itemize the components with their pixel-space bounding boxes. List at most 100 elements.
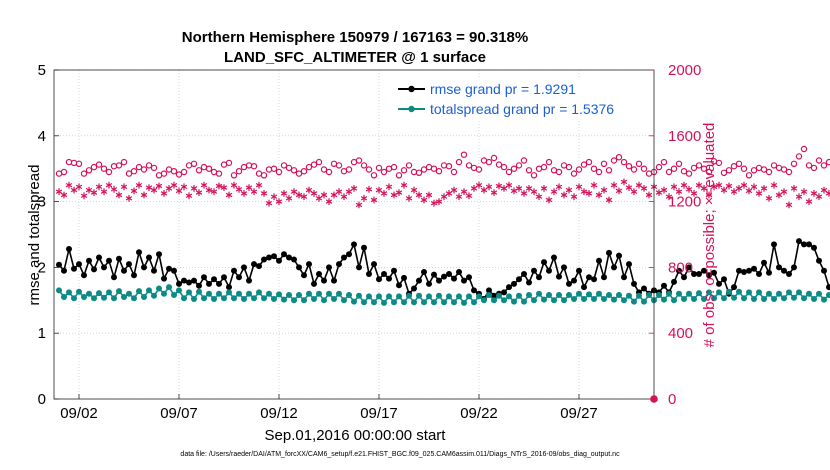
data-point bbox=[546, 292, 552, 298]
data-point bbox=[140, 191, 148, 199]
data-point bbox=[731, 294, 737, 301]
series-1 bbox=[56, 284, 830, 306]
data-point bbox=[131, 295, 137, 302]
data-point bbox=[796, 238, 802, 245]
data-point bbox=[600, 186, 608, 194]
data-point bbox=[251, 295, 257, 302]
data-point bbox=[371, 261, 377, 268]
data-point bbox=[730, 188, 738, 196]
data-point bbox=[821, 267, 827, 274]
data-point bbox=[800, 188, 808, 196]
data-point bbox=[541, 296, 547, 303]
data-point bbox=[526, 292, 532, 298]
data-point bbox=[376, 276, 382, 283]
data-point bbox=[820, 186, 828, 194]
data-point bbox=[95, 161, 103, 168]
data-point bbox=[291, 297, 297, 304]
data-point bbox=[205, 165, 213, 172]
data-point bbox=[76, 261, 82, 268]
data-point bbox=[351, 241, 357, 248]
data-point bbox=[116, 288, 122, 295]
data-point bbox=[81, 272, 87, 279]
data-point bbox=[331, 296, 337, 302]
data-point bbox=[161, 290, 167, 297]
data-point bbox=[75, 183, 83, 191]
data-point bbox=[660, 186, 668, 194]
data-point bbox=[490, 189, 498, 196]
data-point bbox=[745, 187, 753, 195]
data-point bbox=[516, 276, 522, 283]
data-point bbox=[455, 158, 463, 166]
data-point bbox=[245, 184, 253, 191]
y-right-tick-label: 400 bbox=[668, 325, 693, 342]
data-point bbox=[336, 290, 342, 297]
data-point bbox=[591, 296, 597, 302]
data-point bbox=[680, 167, 688, 175]
data-point bbox=[396, 282, 402, 289]
data-point bbox=[215, 182, 223, 190]
data-point bbox=[86, 257, 92, 264]
data-point bbox=[400, 181, 408, 189]
data-point bbox=[655, 189, 663, 196]
data-point bbox=[710, 183, 718, 191]
data-point bbox=[191, 277, 197, 284]
y-axis-right-label: # of obs: o=possible; ×=evaluated bbox=[701, 123, 718, 348]
data-point bbox=[475, 166, 483, 173]
data-point bbox=[275, 168, 283, 176]
data-point bbox=[801, 241, 807, 248]
data-point bbox=[546, 267, 552, 274]
data-point bbox=[816, 257, 822, 264]
data-point bbox=[230, 172, 238, 179]
data-point bbox=[225, 159, 233, 167]
data-point bbox=[640, 185, 648, 192]
data-point bbox=[286, 254, 292, 261]
data-point bbox=[411, 285, 417, 292]
data-point bbox=[741, 269, 747, 275]
data-point bbox=[126, 290, 132, 297]
legend: rmse grand pr = 1.9291 totalspread grand… bbox=[392, 77, 650, 121]
data-point bbox=[300, 193, 308, 201]
data-point bbox=[561, 264, 567, 271]
data-point bbox=[731, 284, 737, 291]
data-point bbox=[606, 249, 612, 256]
data-point bbox=[611, 264, 617, 271]
data-point bbox=[380, 168, 388, 176]
data-point bbox=[285, 194, 293, 202]
data-point bbox=[736, 288, 742, 295]
data-point bbox=[91, 266, 97, 273]
data-point bbox=[796, 289, 802, 296]
data-point bbox=[725, 167, 733, 174]
data-point bbox=[616, 252, 622, 259]
data-point bbox=[551, 297, 557, 304]
data-point bbox=[465, 162, 473, 169]
data-point bbox=[486, 287, 492, 294]
data-point bbox=[76, 288, 82, 295]
data-point bbox=[186, 289, 192, 296]
data-point bbox=[566, 280, 572, 287]
data-point bbox=[445, 162, 453, 170]
data-point bbox=[311, 280, 317, 287]
data-point bbox=[825, 190, 830, 197]
data-point bbox=[271, 296, 277, 302]
data-point bbox=[730, 162, 738, 170]
data-point bbox=[225, 191, 233, 199]
data-point bbox=[275, 198, 283, 205]
data-point bbox=[80, 170, 88, 177]
data-point bbox=[315, 158, 323, 166]
data-point bbox=[141, 264, 147, 271]
data-point bbox=[661, 282, 667, 289]
data-point bbox=[270, 193, 278, 201]
data-point bbox=[435, 167, 443, 175]
data-point bbox=[311, 296, 317, 302]
data-point bbox=[631, 280, 637, 287]
data-point bbox=[491, 297, 497, 304]
data-point bbox=[580, 188, 588, 196]
data-point bbox=[805, 162, 813, 169]
data-point bbox=[705, 168, 713, 176]
data-point bbox=[470, 185, 478, 192]
data-point bbox=[550, 188, 558, 196]
data-point bbox=[170, 181, 178, 189]
data-point bbox=[190, 160, 198, 167]
data-point bbox=[266, 254, 272, 261]
data-point bbox=[585, 158, 593, 166]
